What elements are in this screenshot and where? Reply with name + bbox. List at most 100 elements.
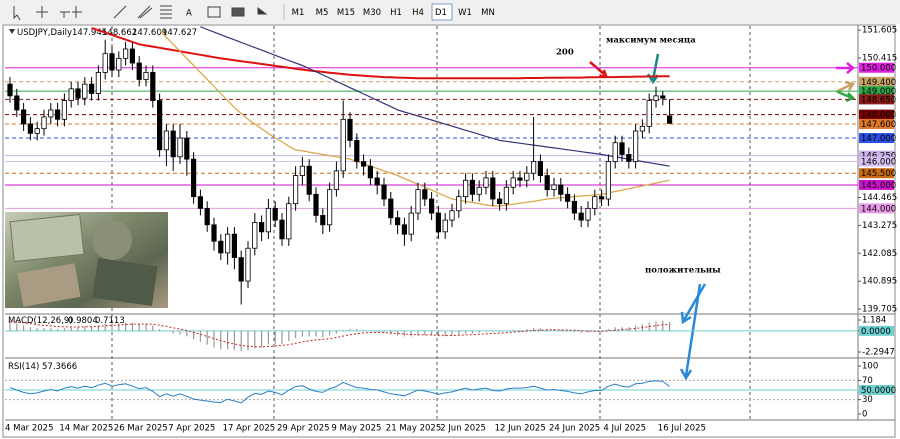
candle-body (653, 95, 659, 101)
candle-body (68, 88, 74, 101)
candle-body (646, 100, 652, 127)
timeframe-button[interactable]: D1 (435, 8, 447, 18)
level-label-box (859, 150, 894, 161)
level-label-box (859, 133, 894, 144)
arrow-head (680, 311, 692, 325)
x-tick-label: 16 Jul 2025 (658, 424, 706, 434)
candle-body (184, 137, 190, 160)
zero-label: 0.0000 (861, 327, 891, 337)
candle-body (333, 170, 340, 191)
shapes-icon[interactable] (257, 7, 268, 15)
candle-body (510, 177, 516, 188)
rsi-header: RSI(14) 57.3666 (8, 362, 77, 372)
banknote (9, 213, 85, 263)
candle-body (27, 123, 34, 134)
timeframe-button[interactable]: H4 (412, 8, 424, 18)
candle-body (7, 83, 13, 97)
candle-body (109, 53, 115, 71)
candle-body (258, 222, 265, 233)
candle-body (565, 193, 571, 202)
candle-body (612, 142, 618, 162)
x-tick-label: 4 Jul 2025 (603, 424, 646, 434)
label-icon[interactable] (207, 6, 221, 18)
banknote (92, 258, 158, 306)
candle-body (14, 95, 20, 111)
candle-body (163, 130, 169, 151)
candle-body (408, 212, 414, 235)
vline-icon[interactable] (60, 11, 70, 18)
trend-icon[interactable] (113, 5, 127, 19)
candle-body (476, 186, 482, 195)
candle-body (326, 189, 333, 226)
annotation: максимум месяца (606, 36, 696, 46)
candle-body (347, 118, 353, 141)
candle-body (170, 130, 176, 158)
candle-body (95, 72, 101, 94)
crosshair-icon[interactable] (36, 6, 48, 18)
timeframe-button[interactable]: M15 (337, 8, 355, 18)
y-tick-label: 70 (862, 376, 873, 386)
cursor-icon[interactable] (13, 6, 21, 21)
candle-body (388, 198, 394, 219)
rect-icon[interactable] (231, 7, 245, 17)
channel-icon[interactable] (137, 5, 153, 19)
candle-body (503, 186, 510, 205)
timeframe-button[interactable]: M30 (363, 8, 381, 18)
candle-body (558, 184, 564, 195)
rsi-name: RSI(14) (8, 362, 39, 372)
timeframe-button[interactable]: H1 (390, 8, 402, 18)
timeframe-button[interactable]: W1 (458, 8, 472, 18)
candle-body (156, 100, 163, 151)
candle-body (61, 100, 68, 120)
candle-body (633, 130, 639, 162)
candle-body (75, 88, 81, 99)
hline-icon[interactable] (72, 6, 82, 18)
timeframe-button[interactable]: MN (481, 8, 495, 18)
level-label: 148.650 (861, 95, 896, 105)
x-tick-label: 24 Jun 2025 (549, 424, 600, 434)
level-label: 147.000 (861, 134, 896, 144)
candle-body (354, 139, 360, 162)
arrow (837, 90, 856, 103)
text-icon[interactable]: A (186, 9, 192, 19)
x-tick-label: 26 Mar 2025 (114, 424, 168, 434)
ohlc-close: 147.627 (162, 28, 197, 38)
chart-header: USDJPY,Daily147.945148.662147.609147.627 (17, 28, 197, 38)
level-label-box (859, 168, 894, 179)
candle-body (442, 219, 448, 233)
candle-body (150, 72, 156, 101)
signal-value: 0.7113 (95, 316, 125, 326)
candle-body (531, 161, 537, 174)
candle-body (320, 215, 326, 226)
candle-body (197, 196, 203, 209)
level-label: 50.0000 (861, 386, 896, 396)
fibo-icon[interactable] (160, 5, 172, 19)
candle-body (211, 224, 217, 242)
timeframe-button[interactable]: M5 (316, 8, 329, 18)
y-tick-label: -2.2947 (862, 348, 895, 358)
candle-body (537, 161, 544, 176)
banknote (17, 263, 81, 307)
candle-body (82, 83, 88, 99)
candle-body (435, 212, 442, 233)
level-label-box (859, 156, 894, 167)
candle-body (252, 222, 258, 249)
candle-body (313, 193, 319, 216)
candle-body (102, 53, 108, 73)
macd-name: MACD(12,26,9) (8, 316, 73, 326)
arrow (682, 283, 707, 321)
level-label: 148.000 (861, 111, 896, 121)
level-label: 145.000 (861, 181, 896, 191)
level-label-box (859, 203, 894, 214)
y-tick-label: 0 (862, 410, 867, 420)
x-tick-label: 7 Apr 2025 (168, 424, 215, 434)
candle-body (89, 83, 95, 94)
symbol-marker (9, 29, 15, 34)
candle-body (367, 165, 374, 179)
annotation: 200 (556, 48, 574, 58)
timeframe-button[interactable]: M1 (292, 8, 305, 18)
level-label: 146.000 (861, 157, 896, 167)
y-tick-label: 151.605 (862, 26, 897, 36)
